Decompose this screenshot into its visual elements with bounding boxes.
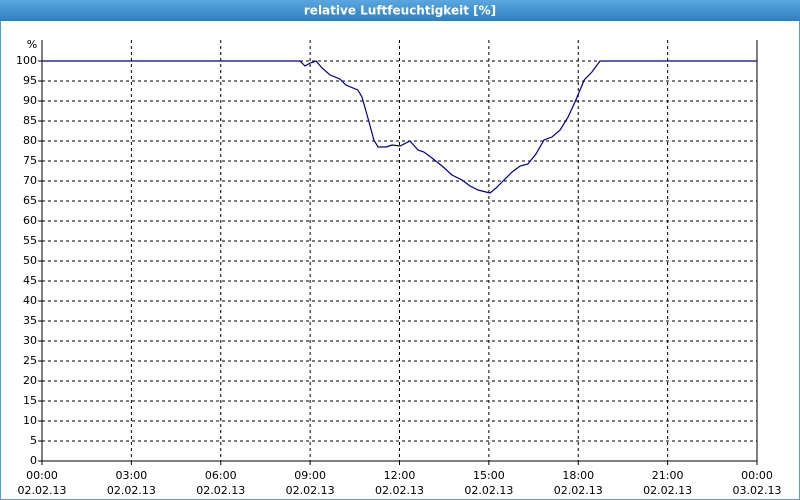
x-tick-label: 00:00 <box>741 469 773 482</box>
y-tick-label: 75 <box>23 154 37 167</box>
x-tick-date: 02.02.13 <box>643 484 692 497</box>
y-axis-label: % <box>27 38 37 51</box>
x-tick-label: 15:00 <box>473 469 505 482</box>
y-tick-label: 80 <box>23 134 37 147</box>
x-tick-label: 18:00 <box>562 469 594 482</box>
x-tick-date: 02.02.13 <box>18 484 67 497</box>
x-tick-label: 21:00 <box>652 469 684 482</box>
y-tick-label: 0 <box>30 454 37 467</box>
x-tick-label: 03:00 <box>116 469 148 482</box>
y-tick-label: 25 <box>23 354 37 367</box>
x-tick-date: 02.02.13 <box>196 484 245 497</box>
x-tick-date: 02.02.13 <box>375 484 424 497</box>
y-tick-label: 20 <box>23 374 37 387</box>
x-tick-date: 02.02.13 <box>107 484 156 497</box>
y-tick-label: 85 <box>23 114 37 127</box>
y-tick-label: 35 <box>23 314 37 327</box>
y-tick-label: 65 <box>23 194 37 207</box>
y-tick-label: 50 <box>23 254 37 267</box>
x-tick-date: 02.02.13 <box>286 484 335 497</box>
y-tick-label: 15 <box>23 394 37 407</box>
x-tick-date: 02.02.13 <box>554 484 603 497</box>
y-tick-label: 70 <box>23 174 37 187</box>
x-tick-label: 09:00 <box>294 469 326 482</box>
y-tick-label: 100 <box>16 54 37 67</box>
y-tick-label: 30 <box>23 334 37 347</box>
data-line <box>42 60 757 194</box>
y-tick-label: 10 <box>23 414 37 427</box>
x-tick-date: 02.02.13 <box>464 484 513 497</box>
y-tick-label: 90 <box>23 94 37 107</box>
x-tick-label: 06:00 <box>205 469 237 482</box>
x-tick-label: 12:00 <box>384 469 416 482</box>
y-tick-label: 55 <box>23 234 37 247</box>
y-tick-label: 60 <box>23 214 37 227</box>
y-tick-label: 40 <box>23 294 37 307</box>
y-tick-label: 5 <box>30 434 37 447</box>
y-tick-label: 95 <box>23 74 37 87</box>
y-tick-label: 45 <box>23 274 37 287</box>
title-bar <box>0 0 800 21</box>
chart-title: relative Luftfeuchtigkeit [%] <box>304 4 496 18</box>
x-tick-label: 00:00 <box>26 469 58 482</box>
x-tick-date: 03.02.13 <box>733 484 782 497</box>
